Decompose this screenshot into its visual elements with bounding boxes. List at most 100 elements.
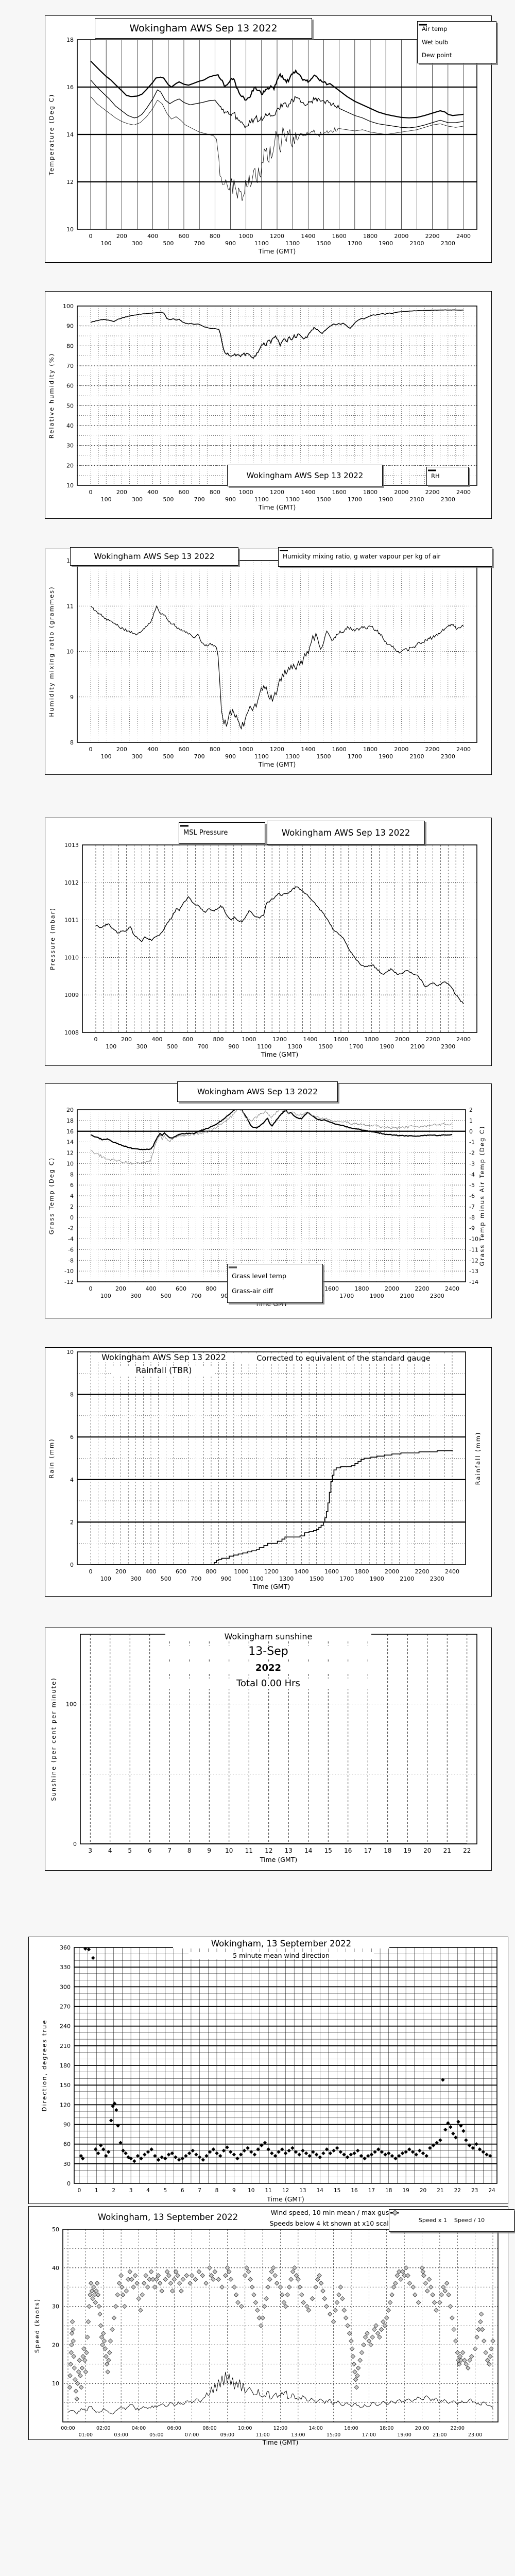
- svg-text:-3: -3: [469, 1160, 475, 1167]
- svg-text:500: 500: [161, 1293, 171, 1299]
- svg-text:1200: 1200: [272, 1036, 287, 1043]
- svg-text:18: 18: [66, 1117, 74, 1124]
- msl-pressure-plot: 0 100 200 300 400 500 600 700 800 900100011001200…: [49, 842, 477, 1058]
- svg-text:16: 16: [66, 1128, 74, 1135]
- svg-text:20: 20: [423, 1847, 431, 1854]
- svg-text:-9: -9: [469, 1225, 475, 1232]
- svg-text:18:00: 18:00: [380, 2426, 393, 2431]
- line-marker-icon: [229, 1267, 237, 1268]
- svg-text:-12: -12: [64, 1279, 74, 1285]
- svg-text:01:00: 01:00: [79, 2432, 93, 2438]
- svg-text:11: 11: [265, 2188, 271, 2194]
- chart-title-box: Wokingham AWS Sep 13 2022: [227, 465, 383, 486]
- svg-text:200: 200: [115, 1568, 126, 1575]
- svg-text:300: 300: [136, 1043, 147, 1050]
- svg-text:100: 100: [101, 496, 112, 503]
- svg-text:270: 270: [60, 2004, 71, 2010]
- svg-text:1700: 1700: [348, 496, 362, 503]
- svg-text:-13: -13: [469, 1268, 478, 1275]
- svg-text:700: 700: [198, 1043, 209, 1050]
- chart-title-box: Wokingham AWS Sep 13 2022: [177, 1081, 338, 1102]
- svg-text:-10: -10: [64, 1268, 74, 1275]
- legend-label: Grass level temp: [232, 1272, 286, 1280]
- svg-text:1: 1: [469, 1117, 473, 1124]
- svg-text:120: 120: [60, 2102, 71, 2108]
- svg-text:22:00: 22:00: [451, 2426, 465, 2431]
- svg-text:9: 9: [70, 694, 74, 701]
- legend-item: Speed / 10: [392, 2210, 485, 2224]
- svg-text:2400: 2400: [456, 489, 471, 496]
- svg-text:16: 16: [66, 84, 74, 91]
- svg-text:10: 10: [66, 1160, 74, 1167]
- svg-text:1500: 1500: [317, 753, 331, 760]
- panel-wind-speed: 00:00 01:00 02:00 03:00 04:00 05:00 06:00 07:00…: [28, 2206, 514, 2446]
- svg-text:2100: 2100: [410, 496, 424, 503]
- legend-item: Humidity mixing ratio, g water vapour pe…: [280, 550, 488, 560]
- line-marker-icon: [280, 550, 288, 551]
- svg-text:-11: -11: [469, 1246, 478, 1253]
- svg-text:9: 9: [232, 2188, 236, 2194]
- svg-text:700: 700: [194, 753, 205, 760]
- svg-text:2: 2: [469, 1107, 473, 1113]
- svg-text:40: 40: [52, 2265, 59, 2272]
- svg-text:1000: 1000: [239, 746, 253, 753]
- svg-text:18: 18: [385, 2188, 392, 2194]
- svg-text:1200: 1200: [264, 1568, 279, 1575]
- svg-text:1300: 1300: [279, 1575, 294, 1582]
- svg-text:300: 300: [132, 496, 143, 503]
- svg-text:Pressure (mbar): Pressure (mbar): [49, 907, 56, 970]
- svg-text:600: 600: [176, 1568, 186, 1575]
- svg-text:0: 0: [469, 1128, 473, 1135]
- svg-text:1800: 1800: [363, 746, 377, 753]
- panel-wind-direction: 0 1 2 3 4 5 6 7 8 9 10 11 12 13 14 15 16 17 18 19 20 21 22 23 24…: [28, 1937, 508, 2204]
- line-marker-icon: [180, 825, 188, 827]
- svg-text:50: 50: [52, 2226, 59, 2233]
- svg-text:0: 0: [70, 1562, 74, 1568]
- svg-text:15:00: 15:00: [327, 2432, 340, 2438]
- svg-text:11: 11: [66, 603, 74, 609]
- svg-text:10: 10: [66, 1349, 74, 1355]
- svg-text:12: 12: [66, 179, 74, 185]
- sunshine-plot: 3 4 5 6 7 8 9 10 11 12 13 14 15 16 17 18 19 20 21 22 Time (G…: [50, 1634, 477, 1863]
- svg-text:1200: 1200: [270, 233, 284, 240]
- svg-text:1000: 1000: [239, 489, 253, 496]
- chart-title: Wokingham, 13 September 2022: [173, 1939, 389, 1949]
- svg-text:Humidity mixing ratio (grammes: Humidity mixing ratio (grammes): [48, 586, 55, 717]
- legend-label: Grass-air diff: [232, 1286, 273, 1295]
- svg-text:0: 0: [89, 1568, 93, 1575]
- svg-text:1900: 1900: [379, 496, 393, 503]
- svg-text:1400: 1400: [301, 233, 315, 240]
- legend-item: Grass level temp: [229, 1266, 318, 1280]
- svg-text:1600: 1600: [332, 489, 347, 496]
- svg-text:2000: 2000: [394, 233, 408, 240]
- svg-text:2300: 2300: [441, 1043, 455, 1050]
- svg-text:30: 30: [66, 443, 74, 449]
- legend-label: Wet bulb: [422, 38, 449, 46]
- legend-item: Wet bulb: [419, 24, 492, 46]
- svg-text:Time (GMT): Time (GMT): [258, 503, 296, 511]
- panel-air-temperature: 0 100 200 300 400 500 600 700 800 900 1000 1100 1200…: [45, 15, 496, 263]
- svg-text:7: 7: [167, 1847, 171, 1854]
- svg-text:200: 200: [116, 233, 127, 240]
- svg-text:1300: 1300: [285, 496, 300, 503]
- svg-text:8: 8: [70, 739, 74, 746]
- svg-text:30: 30: [52, 2303, 59, 2310]
- svg-text:20: 20: [420, 2188, 426, 2194]
- svg-text:1900: 1900: [380, 1043, 394, 1050]
- svg-text:100: 100: [100, 1575, 111, 1582]
- panel-sunshine: 3 4 5 6 7 8 9 10 11 12 13 14 15 16 17 18 19 20 21 22 Time (G…: [45, 1628, 492, 1871]
- svg-text:1800: 1800: [365, 1036, 379, 1043]
- svg-text:17: 17: [364, 1847, 372, 1854]
- svg-text:16:00: 16:00: [344, 2426, 358, 2431]
- svg-text:07:00: 07:00: [185, 2432, 199, 2438]
- svg-text:0: 0: [89, 233, 93, 240]
- svg-text:8: 8: [70, 1171, 74, 1178]
- svg-text:1200: 1200: [270, 489, 284, 496]
- legend-pressure: MSL Pressure: [179, 822, 265, 844]
- svg-text:17:00: 17:00: [362, 2432, 376, 2438]
- panel-relative-humidity: 0 100 200 300 400 500 600 700 800 900 1000 1100 1200…: [45, 291, 492, 519]
- svg-text:700: 700: [191, 1575, 201, 1582]
- svg-text:16: 16: [344, 1847, 352, 1854]
- svg-text:9: 9: [207, 1847, 211, 1854]
